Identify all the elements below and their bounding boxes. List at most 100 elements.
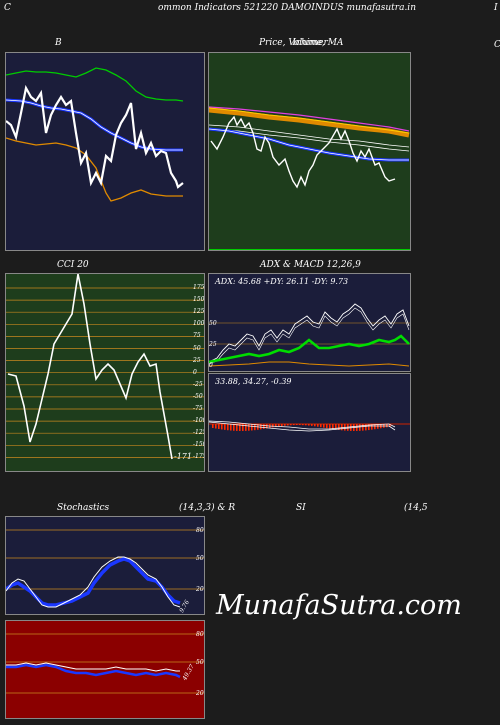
macd-histogram-bar [254,424,256,431]
macd-histogram-bar [272,424,274,428]
adx-tick-0: 0 [209,362,213,369]
cci-tick-label: 75 [193,332,201,340]
cci-tick-label: -25 [193,380,203,388]
rsi-panel: 80 50 20 49.37 [5,620,205,719]
macd-histogram-bar [281,424,283,427]
cci-tick-label: 50 [193,344,201,352]
stochastics-chart [6,529,204,608]
cci-tick-label: -175 [193,453,204,461]
bollinger-lower-band [6,137,183,202]
edge-label: C [494,40,500,50]
macd-histogram-bar [305,424,307,426]
macd-signal-line [209,420,396,430]
macd-line [209,421,396,432]
macd-histogram-bar [275,424,277,427]
macd-histogram-bar [245,424,247,431]
stoch-tick-50: 50 [196,555,204,562]
cci-tick-label: 150 [193,296,205,304]
macd-histogram-bar [374,424,376,430]
rsi-tick-20: 20 [196,690,204,697]
rsi-white-line [6,662,180,672]
adx-line [209,303,410,363]
price-title-volume: Volume, [288,38,325,48]
macd-histogram-bar [362,424,364,431]
macd-histogram-bar [266,424,268,429]
macd-histogram-bar [251,424,253,431]
adx-title: ADX & MACD 12,26,9 [260,260,361,270]
macd-histogram-bar [368,424,370,431]
price-ma-yellow [209,107,410,134]
cci-tick-label: -75 [193,405,203,412]
cci-tick-label: 0 [193,368,197,376]
macd-histogram-bar [341,424,343,431]
bollinger-price-line [6,84,184,189]
stoch-tick-80: 80 [196,527,204,534]
adx-line-shadow [209,307,410,365]
macd-histogram-bar [236,424,238,431]
price-title: Price, Volume, Ichimer MA [259,38,343,48]
macd-histogram-bar [233,424,235,431]
macd-readout: 33.88, 34.27, -0.39 [215,377,292,386]
price-title-ma: MA [327,38,344,48]
price-ma-blue [209,127,409,162]
price-title-overlap: Ichimer [292,38,328,48]
macd-histogram-bar [359,424,361,431]
stoch-params: (14,3,3) & R [179,503,236,513]
stoch-title: Stochastics [57,503,110,513]
cci-tick-label: 125 [193,308,205,316]
header-title: ommon Indicators 521220 DAMOINDUS munafa… [158,3,416,13]
price-ma-white-2 [209,128,410,152]
macd-histogram-bar [302,424,304,426]
bollinger-title: B [55,38,62,48]
cci-tick-label: -100 [193,417,204,425]
macd-histogram-bar [296,424,298,426]
macd-chart [209,420,410,432]
macd-histogram-bar [227,424,229,431]
cci-tick-label: -50 [193,392,203,400]
rsi-params: (14,5 [404,503,428,513]
bollinger-middle-band-inner [6,99,183,151]
macd-histogram-bar [323,424,325,428]
price-ma-orange [209,107,410,138]
bollinger-chart [6,67,184,202]
macd-histogram-bar [218,424,220,429]
bollinger-middle-band [6,98,183,152]
macd-histogram-bar [293,424,295,426]
macd-histogram-bar [332,424,334,430]
adx-tick-25: 25 [209,341,217,348]
cci-chart [6,274,204,460]
header-right: I [494,3,498,13]
macd-histogram-bar [284,424,286,426]
rsi-title: SI [296,503,306,513]
adx-plus-di-line [209,334,410,364]
macd-histogram-bar [248,424,250,431]
cci-tick-label: -125 [193,429,204,437]
macd-histogram-bar [389,424,391,427]
macd-histogram-bar [224,424,226,430]
price-title-price: Price, [259,38,286,48]
price-title-volume-wrap: Volume, Ichimer [288,38,327,48]
header-left: C [4,3,11,13]
cci-tick-label: 100 [193,320,205,328]
macd-histogram-bar [260,424,262,430]
adx-tick-50: 50 [209,320,217,327]
bollinger-panel [5,52,205,251]
cci-last-value: -171 [174,452,192,461]
price-line [210,115,396,189]
macd-histogram-bar [263,424,265,429]
stochastics-panel: 80 50 20 9.76 [5,516,205,615]
macd-histogram-bar [242,424,244,431]
macd-histogram-bar [287,424,289,426]
macd-histogram-bar [278,424,280,427]
adx-minus-di-line [209,361,410,367]
macd-histogram-bar [221,424,223,430]
adx-readout: ADX: 45.68 +DY: 26.11 -DY: 9.73 [215,277,349,286]
macd-histogram-bar [338,424,340,430]
page-header: C ommon Indicators 521220 DAMOINDUS muna… [0,0,500,14]
macd-histogram-bar [335,424,337,430]
macd-histogram-bar [314,424,316,427]
stoch-k-line [6,556,181,608]
macd-histogram-bar [239,424,241,431]
cci-tick-label: -150 [193,441,204,449]
bollinger-upper-band [6,67,184,102]
